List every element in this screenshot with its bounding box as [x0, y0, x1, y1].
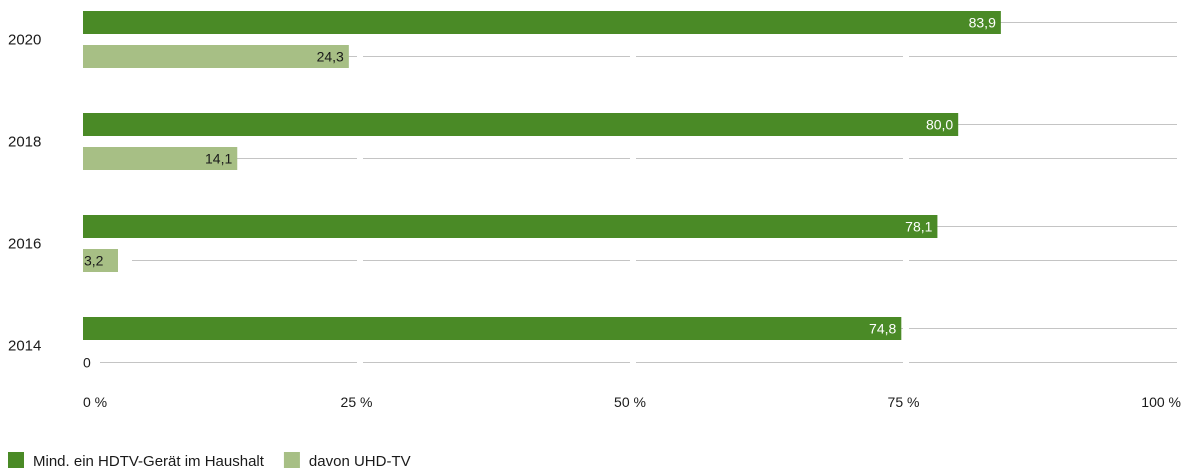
- bar-labels: 83,9 24,3 80,0 14,1 78,1 3,2 74,8 0: [83, 15, 996, 371]
- bar-uhd-2016: [83, 249, 119, 272]
- x-tick-label-75: 75 %: [888, 394, 920, 410]
- bar-label-uhd-2018: 14,1: [205, 151, 232, 167]
- bar-hdtv-2020: [83, 11, 1001, 34]
- bar-hdtv-2018: [83, 113, 959, 136]
- category-label-2014: 2014: [8, 338, 41, 355]
- bar-label-hdtv-2016: 78,1: [905, 219, 932, 235]
- label-bg: [82, 351, 98, 374]
- x-tick-label-25: 25 %: [341, 394, 373, 410]
- bar-label-uhd-2020: 24,3: [317, 49, 344, 65]
- legend: Mind. ein HDTV-Gerät im Haushalt davon UH…: [8, 452, 411, 470]
- bar-uhd-2020: [83, 45, 349, 68]
- bar-hdtv-2014: [83, 317, 902, 340]
- bar-uhd-2018: [83, 147, 238, 170]
- bars: [82, 11, 1001, 374]
- x-axis-tick-labels: 0 % 25 % 50 % 75 % 100 %: [83, 394, 1181, 410]
- bar-label-hdtv-2018: 80,0: [926, 117, 953, 133]
- category-label-2016: 2016: [8, 236, 41, 253]
- category-label-2018: 2018: [8, 134, 41, 151]
- legend-label: davon UHD-TV: [309, 453, 411, 470]
- legend-swatch: [8, 452, 24, 468]
- x-tick-label-50: 50 %: [614, 394, 646, 410]
- legend-item-uhd: davon UHD-TV: [283, 452, 411, 470]
- bar-label-uhd-2014: 0: [83, 355, 91, 371]
- legend-item-hdtv: Mind. ein HDTV-Gerät im Haushalt: [8, 452, 265, 470]
- label-bg: [118, 249, 133, 272]
- bar-hdtv-2016: [83, 215, 938, 238]
- x-tick-label-0: 0 %: [83, 394, 107, 410]
- bar-label-hdtv-2014: 74,8: [869, 321, 896, 337]
- bar-label-uhd-2016: 3,2: [84, 253, 104, 269]
- category-label-2020: 2020: [8, 32, 41, 49]
- gridlines: [100, 22, 1177, 363]
- bar-label-hdtv-2020: 83,9: [969, 15, 996, 31]
- legend-swatch: [283, 452, 300, 468]
- category-labels: 2020 2018 2016 2014: [8, 32, 41, 355]
- legend-label: Mind. ein HDTV-Gerät im Haushalt: [33, 453, 265, 470]
- x-tick-label-100: 100 %: [1141, 394, 1181, 410]
